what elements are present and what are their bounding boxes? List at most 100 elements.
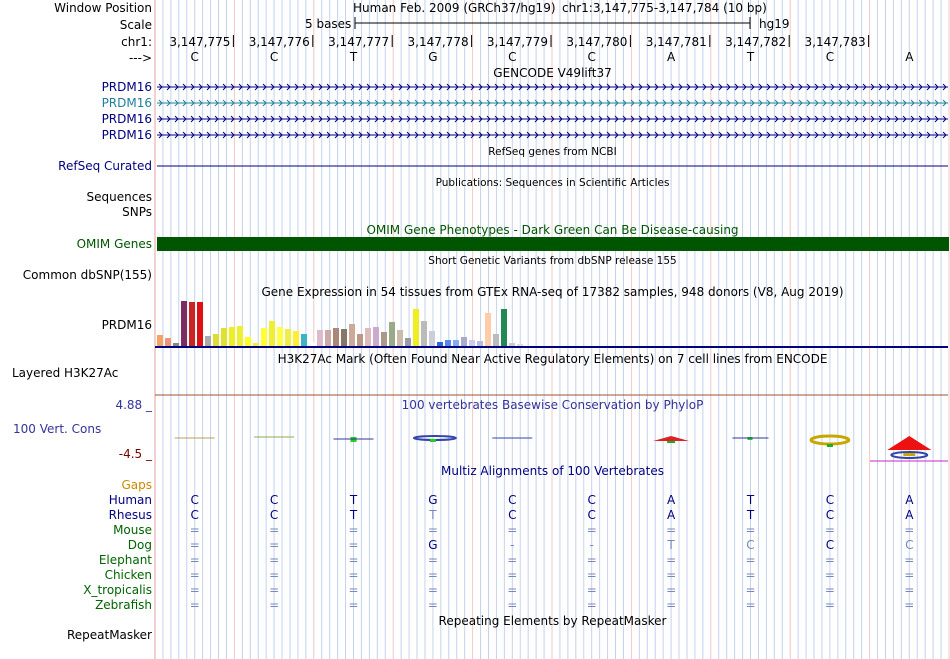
dbsnp-label[interactable]: Common dbSNP(155) bbox=[22, 268, 152, 282]
phylop-mark bbox=[653, 436, 690, 441]
species-label[interactable]: Elephant bbox=[98, 553, 152, 567]
gencode-strand-chevrons bbox=[158, 99, 947, 107]
species-base: = bbox=[189, 523, 200, 537]
species-base: = bbox=[586, 583, 597, 597]
species-base: = bbox=[427, 553, 438, 567]
repeatmasker-label[interactable]: RepeatMasker bbox=[66, 628, 152, 642]
gtex-label[interactable]: PRDM16 bbox=[101, 318, 152, 332]
species-base: = bbox=[427, 583, 438, 597]
species-base: = bbox=[904, 568, 915, 582]
ruler-base: C bbox=[587, 50, 596, 64]
phylop-title: 100 vertebrates Basewise Conservation by… bbox=[401, 398, 704, 412]
snps-label[interactable]: SNPs bbox=[122, 205, 152, 219]
omim-label[interactable]: OMIM Genes bbox=[76, 237, 152, 251]
scale-label: Scale bbox=[119, 18, 152, 32]
species-base: = bbox=[904, 523, 915, 537]
species-base: = bbox=[824, 598, 835, 612]
ruler-base: T bbox=[349, 50, 358, 64]
species-base: T bbox=[349, 493, 358, 507]
gtex-tissue-bar bbox=[461, 337, 467, 346]
species-base: = bbox=[269, 583, 280, 597]
scale-value: 5 bases bbox=[305, 17, 352, 31]
gtex-tissue-bar bbox=[325, 330, 331, 346]
species-label[interactable]: Dog bbox=[127, 538, 152, 552]
gtex-tissue-bar bbox=[509, 343, 515, 346]
gtex-tissue-bar bbox=[405, 338, 411, 346]
window-position-label: Window Position bbox=[54, 1, 152, 15]
species-base: = bbox=[427, 523, 438, 537]
gencode-strand-chevrons bbox=[158, 83, 947, 91]
species-base: = bbox=[824, 523, 835, 537]
species-base: = bbox=[427, 568, 438, 582]
species-base: = bbox=[745, 553, 756, 567]
species-base: = bbox=[904, 598, 915, 612]
species-label[interactable]: Chicken bbox=[104, 568, 152, 582]
gtex-tissue-bar bbox=[397, 330, 403, 346]
gtex-tissue-bar bbox=[381, 332, 387, 346]
species-base: = bbox=[427, 598, 438, 612]
phylop-label[interactable]: 100 Vert. Cons bbox=[13, 422, 102, 436]
gencode-label-4[interactable]: PRDM16 bbox=[101, 128, 152, 142]
species-base: C bbox=[508, 493, 517, 507]
gencode-label-2[interactable]: PRDM16 bbox=[101, 96, 152, 110]
gtex-tissue-bar bbox=[333, 328, 339, 346]
phylop-mark bbox=[903, 453, 916, 456]
phylop-mark bbox=[890, 451, 929, 459]
gtex-tissue-bar bbox=[309, 342, 315, 346]
ruler-position: 3,147,778 bbox=[407, 35, 469, 49]
chrom-label: chr1: bbox=[121, 35, 152, 49]
omim-gene-bar bbox=[157, 237, 949, 251]
strand-label: ---> bbox=[128, 51, 152, 65]
gaps-label[interactable]: Gaps bbox=[121, 478, 152, 492]
species-base: = bbox=[666, 583, 677, 597]
species-base: = bbox=[507, 553, 518, 567]
gtex-tissue-bar bbox=[245, 337, 251, 346]
species-base: C bbox=[269, 493, 279, 507]
species-label[interactable]: Rhesus bbox=[108, 508, 152, 522]
gencode-label-1[interactable]: PRDM16 bbox=[101, 80, 152, 94]
sequences-label[interactable]: Sequences bbox=[86, 190, 152, 204]
species-base: G bbox=[428, 493, 438, 507]
species-label[interactable]: Mouse bbox=[113, 523, 152, 537]
gtex-tissue-bar bbox=[157, 335, 163, 346]
gencode-title: GENCODE V49lift37 bbox=[493, 66, 612, 80]
species-base: = bbox=[745, 598, 756, 612]
omim-title: OMIM Gene Phenotypes - Dark Green Can Be… bbox=[366, 223, 739, 237]
species-label[interactable]: X_tropicalis bbox=[83, 583, 152, 597]
ruler-base: T bbox=[746, 50, 755, 64]
species-base: T bbox=[667, 538, 675, 552]
gtex-tissue-bar bbox=[341, 329, 347, 346]
phylop-max-label: 4.88 _ bbox=[115, 398, 152, 412]
species-label[interactable]: Human bbox=[108, 493, 152, 507]
species-base: C bbox=[587, 493, 596, 507]
species-base: = bbox=[269, 598, 280, 612]
species-base: = bbox=[348, 583, 359, 597]
species-base: = bbox=[189, 583, 200, 597]
gtex-tissue-bar bbox=[413, 309, 419, 346]
h3k27ac-label[interactable]: Layered H3K27Ac bbox=[12, 366, 119, 380]
species-base: A bbox=[905, 493, 914, 507]
ruler-position: 3,147,776 bbox=[248, 35, 310, 49]
ruler-base: A bbox=[666, 50, 676, 64]
refseq-title: RefSeq genes from NCBI bbox=[488, 146, 617, 158]
species-base: = bbox=[507, 568, 518, 582]
refseq-label[interactable]: RefSeq Curated bbox=[58, 159, 152, 173]
gtex-tissue-bar bbox=[357, 334, 363, 346]
phylop-mark bbox=[826, 444, 833, 447]
gtex-tissue-bar bbox=[349, 324, 355, 346]
gtex-tissue-bar bbox=[429, 331, 435, 346]
dbsnp-title: Short Genetic Variants from dbSNP releas… bbox=[428, 255, 677, 267]
gtex-tissue-bar bbox=[421, 321, 427, 346]
species-base: = bbox=[269, 553, 280, 567]
species-base: C bbox=[825, 493, 835, 507]
phylop-mark bbox=[887, 436, 932, 450]
phylop-mark bbox=[809, 434, 851, 446]
species-base: = bbox=[586, 523, 597, 537]
species-base: = bbox=[189, 553, 200, 567]
gencode-label-3[interactable]: PRDM16 bbox=[101, 112, 152, 126]
ruler-base: C bbox=[825, 50, 835, 64]
species-base: = bbox=[269, 568, 280, 582]
species-label[interactable]: Zebrafish bbox=[95, 598, 152, 612]
species-base: = bbox=[586, 598, 597, 612]
